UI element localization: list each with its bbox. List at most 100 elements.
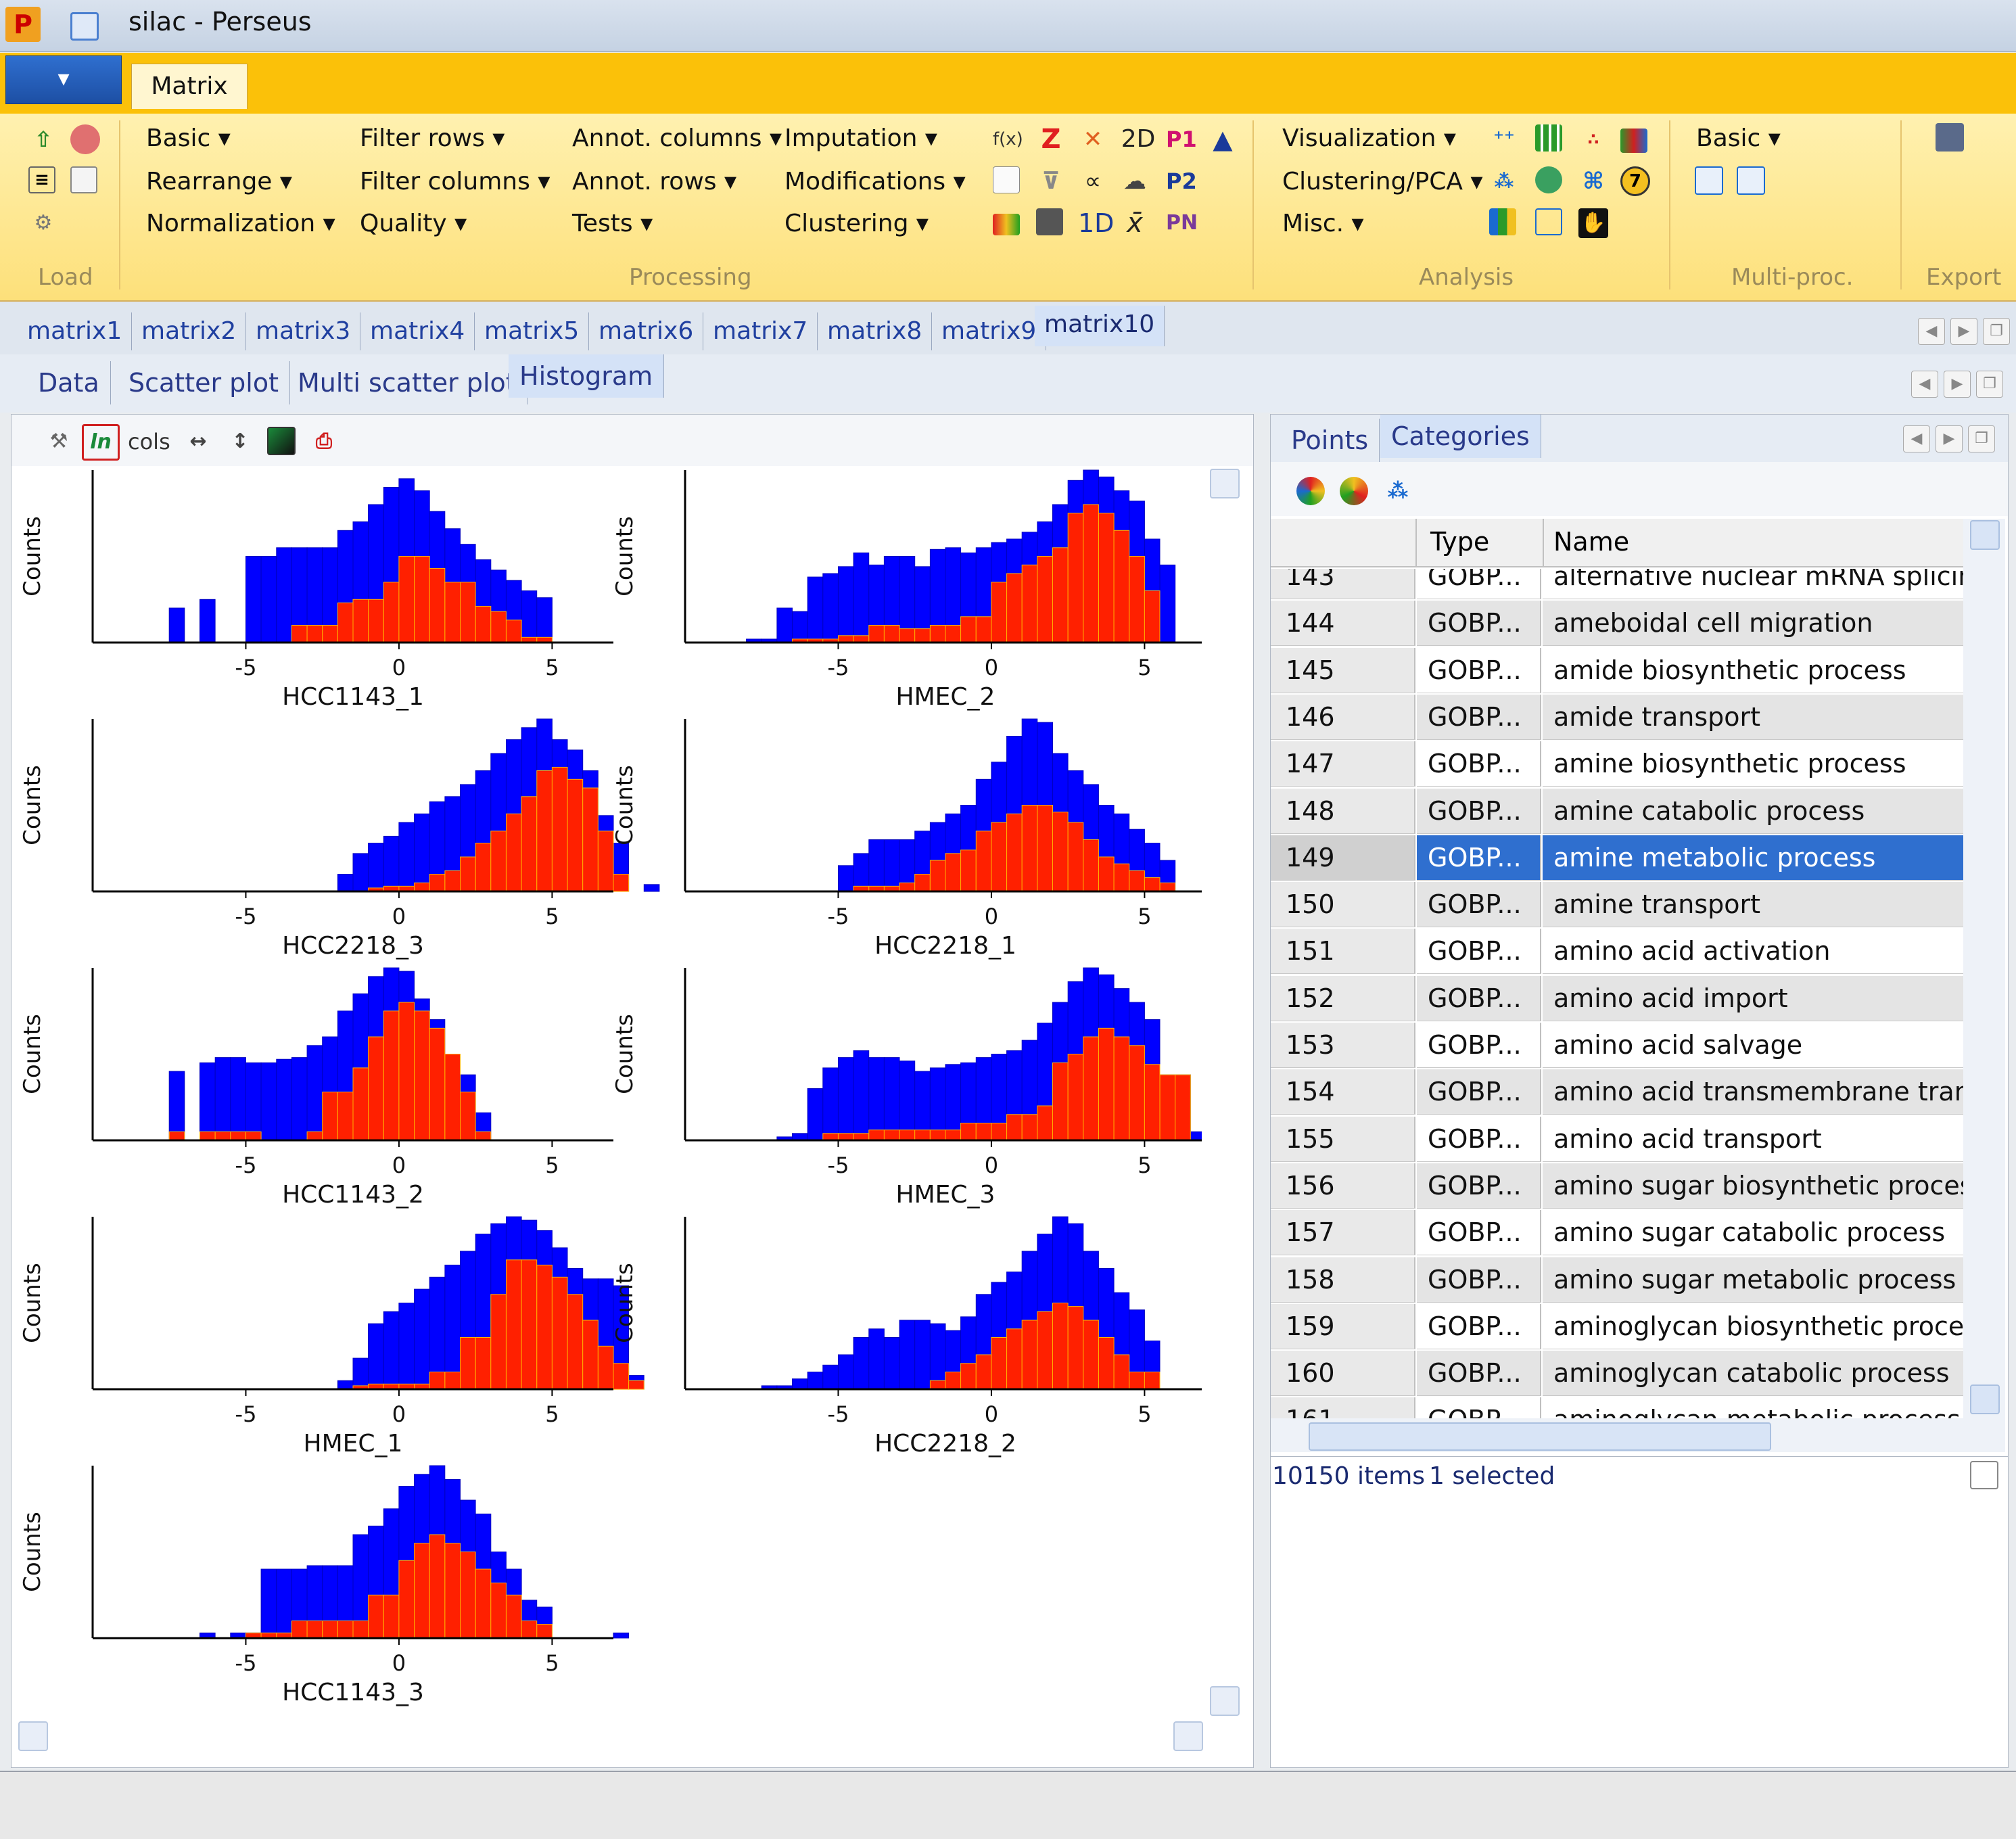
table-row[interactable]: 161GOBP...aminoglycan metabolic process [1271, 1397, 1963, 1418]
tab-matrix6[interactable]: matrix6 [589, 312, 704, 350]
modifications-menu[interactable]: Modifications ▾ [784, 168, 966, 195]
horizontal-range-icon[interactable]: ↔ [189, 429, 207, 453]
table-row[interactable]: 145 GOBP... amide biosynthetic process [1271, 647, 1963, 695]
visualization-menu[interactable]: Visualization ▾ [1282, 124, 1456, 152]
tab-matrix1[interactable]: matrix1 [18, 312, 133, 350]
p1-icon[interactable]: P1 [1166, 126, 1197, 152]
heatmap-icon[interactable] [993, 214, 1020, 235]
scatter-icon[interactable]: ⁺⁺ [1493, 127, 1515, 151]
bar-chart-icon[interactable] [1620, 129, 1647, 153]
quick-access-icon[interactable] [70, 12, 99, 41]
z-score-icon[interactable]: Z [1041, 124, 1061, 155]
one-d-icon[interactable]: 1D [1078, 208, 1115, 238]
mean-icon[interactable]: x̄ [1127, 208, 1143, 239]
plot-scroll-right[interactable] [1173, 1721, 1203, 1751]
multiproc-table-icon[interactable] [1695, 166, 1723, 195]
seven-icon[interactable]: 7 [1620, 166, 1650, 196]
stacked-bar-icon[interactable] [1489, 208, 1516, 235]
tab-data[interactable]: Data [27, 361, 111, 404]
tab-matrix2[interactable]: matrix2 [132, 312, 247, 350]
bird-icon[interactable]: ⌘ [1583, 168, 1604, 195]
imputation-menu[interactable]: Imputation ▾ [784, 124, 938, 152]
load-arrow-icon[interactable]: ⇧ [34, 126, 53, 152]
p2-icon[interactable]: P2 [1166, 168, 1197, 194]
rearrange-menu[interactable]: Rearrange ▾ [146, 168, 292, 195]
tab-matrix8[interactable]: matrix8 [818, 312, 933, 350]
scatter-colors-icon[interactable]: ⁂ [1387, 480, 1409, 503]
tab-scatter-plot[interactable]: Scatter plot [118, 361, 291, 404]
annot-rows-menu[interactable]: Annot. rows ▾ [572, 168, 737, 195]
pn-icon[interactable]: PN [1166, 211, 1198, 235]
table-row[interactable]: 159 GOBP... aminoglycan biosynthetic proce… [1271, 1303, 1963, 1351]
table-row[interactable]: 160 GOBP... aminoglycan catabolic process [1271, 1351, 1963, 1397]
tab-restore-icon[interactable]: ❐ [1983, 318, 2010, 345]
table-row[interactable]: 158 GOBP... amino sugar metabolic process [1271, 1257, 1963, 1304]
table-row[interactable]: 153 GOBP... amino acid salvage [1271, 1023, 1963, 1069]
tab-matrix9[interactable]: matrix9 [932, 312, 1047, 350]
clustering-pca-menu[interactable]: Clustering/PCA ▾ [1282, 168, 1483, 195]
load-gear-icon[interactable]: ⚙ [34, 211, 53, 235]
tab-points[interactable]: Points [1280, 419, 1380, 462]
basic-menu[interactable]: Basic ▾ [146, 124, 231, 152]
annot-columns-menu[interactable]: Annot. columns ▾ [572, 124, 782, 152]
view-restore-icon[interactable]: ❐ [1976, 371, 2003, 398]
plot-scroll-up[interactable] [1210, 469, 1240, 498]
network-icon[interactable]: ⁂ [1494, 170, 1514, 192]
columns-icon[interactable]: cols [128, 429, 170, 455]
two-d-icon[interactable]: 2D [1121, 125, 1156, 153]
right-scroll-right-icon[interactable]: ▶ [1936, 425, 1963, 452]
multiproc-table2-icon[interactable] [1737, 166, 1765, 195]
tab-scroll-right-icon[interactable]: ▶ [1950, 318, 1977, 345]
dot-plot-icon[interactable]: ∴ [1587, 130, 1599, 149]
venn-icon[interactable] [1535, 166, 1562, 193]
tab-matrix[interactable]: Matrix [131, 64, 248, 109]
table-row[interactable]: 154 GOBP... amino acid transmembrane trans… [1271, 1069, 1963, 1116]
tab-matrix4[interactable]: matrix4 [360, 312, 475, 350]
color-wheel-icon[interactable] [1296, 477, 1325, 505]
tests-menu[interactable]: Tests ▾ [572, 210, 653, 237]
view-scroll-right-icon[interactable]: ▶ [1944, 371, 1971, 398]
table-row[interactable]: 144 GOBP... ameboidal cell migration [1271, 601, 1963, 647]
table-row[interactable]: 155 GOBP... amino acid transport [1271, 1116, 1963, 1163]
table-row[interactable]: 149 GOBP... amine metabolic process [1271, 835, 1963, 882]
plot-scroll-down[interactable] [1210, 1686, 1240, 1716]
matrix-icon[interactable] [1036, 208, 1063, 235]
name-column-header[interactable]: Name [1553, 527, 1630, 557]
view-scroll-left-icon[interactable]: ◀ [1911, 371, 1938, 398]
vertical-range-icon[interactable]: ↕ [231, 429, 249, 453]
table-scroll-down[interactable] [1970, 1384, 2000, 1414]
filter-icon[interactable]: ⊽ [1041, 168, 1060, 195]
table-row[interactable]: 148 GOBP... amine catabolic process [1271, 788, 1963, 835]
table-row[interactable]: 146 GOBP... amide transport [1271, 694, 1963, 741]
type-column-header[interactable]: Type [1430, 527, 1490, 557]
log-transform-icon[interactable]: ln [82, 424, 120, 461]
line-chart-icon[interactable] [993, 166, 1020, 193]
tree-icon[interactable] [1535, 208, 1562, 235]
tab-matrix7[interactable]: matrix7 [703, 312, 818, 350]
tab-matrix3[interactable]: matrix3 [246, 312, 361, 350]
save-icon[interactable] [1936, 123, 1964, 152]
tab-categories[interactable]: Categories [1380, 415, 1541, 458]
quality-menu[interactable]: Quality ▾ [360, 210, 467, 237]
export-image-icon[interactable] [267, 427, 296, 455]
table-hscrollbar[interactable] [1271, 1418, 2005, 1452]
function-icon[interactable]: f(x) [993, 129, 1023, 149]
app-icon[interactable]: P [5, 7, 41, 42]
table-row[interactable]: 152 GOBP... amino acid import [1271, 975, 1963, 1023]
table-row[interactable]: 143 GOBP... alternative nuclear mRNA splic… [1271, 569, 1963, 601]
table-row[interactable]: 150 GOBP... amine transport [1271, 882, 1963, 929]
tab-matrix5[interactable]: matrix5 [475, 312, 590, 350]
tools-icon[interactable]: ⚒ [49, 429, 68, 453]
load-table-icon[interactable] [70, 166, 97, 193]
cloud-icon[interactable]: ☁ [1123, 168, 1146, 195]
triangle-icon[interactable]: ▲ [1213, 124, 1233, 154]
tab-matrix10[interactable]: matrix10 [1035, 306, 1165, 346]
plot-scroll-left[interactable] [18, 1721, 48, 1751]
table-row[interactable]: 147 GOBP... amine biosynthetic process [1271, 741, 1963, 788]
tab-scroll-left-icon[interactable]: ◀ [1918, 318, 1945, 345]
load-list-icon[interactable]: ≡ [28, 166, 55, 193]
tab-multi-scatter-plot[interactable]: Multi scatter plot [287, 361, 528, 404]
table-scroll-up[interactable] [1970, 520, 2000, 550]
filter-columns-menu[interactable]: Filter columns ▾ [360, 168, 550, 195]
status-resize-icon[interactable] [1970, 1461, 1998, 1489]
